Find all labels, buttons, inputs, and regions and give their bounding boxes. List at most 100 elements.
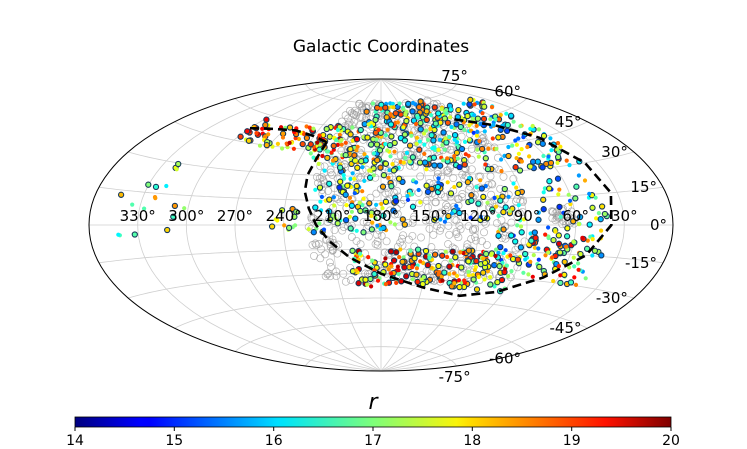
object-marker xyxy=(415,104,423,111)
footprint-marker xyxy=(399,231,408,240)
colorbar-tick-label: 14 xyxy=(66,433,84,449)
object-marker xyxy=(495,134,502,141)
footprint-marker xyxy=(332,272,341,281)
object-marker xyxy=(312,204,319,211)
object-marker xyxy=(326,133,333,140)
object-marker xyxy=(480,115,488,123)
object-marker xyxy=(436,176,441,181)
object-marker xyxy=(532,245,538,250)
footprint-marker xyxy=(480,228,488,237)
object-marker xyxy=(366,200,373,207)
colorbar-tick-label: 15 xyxy=(165,433,183,449)
object-marker xyxy=(570,218,577,225)
object-marker xyxy=(401,255,406,260)
object-marker xyxy=(482,155,489,162)
object-marker xyxy=(470,276,477,283)
footprint-marker xyxy=(486,172,495,181)
footprint-marker xyxy=(518,198,527,207)
object-marker xyxy=(442,147,447,152)
object-marker xyxy=(329,150,334,155)
object-marker xyxy=(481,103,488,110)
footprint-marker xyxy=(443,166,452,175)
object-marker xyxy=(376,147,384,154)
object-marker xyxy=(509,269,514,274)
footprint-marker xyxy=(443,203,452,211)
object-marker xyxy=(416,159,424,166)
object-marker xyxy=(484,215,491,222)
object-marker xyxy=(518,229,525,236)
object-marker xyxy=(424,188,432,196)
object-marker xyxy=(448,283,455,290)
longitude-tick-label: 270° xyxy=(217,207,253,225)
sky-map xyxy=(88,78,674,372)
object-marker xyxy=(452,184,457,190)
object-marker xyxy=(522,250,529,258)
footprint-marker xyxy=(351,106,359,115)
footprint-marker xyxy=(408,219,417,227)
object-marker xyxy=(390,257,398,264)
object-marker xyxy=(577,250,584,258)
object-marker xyxy=(423,128,429,133)
object-marker xyxy=(336,184,343,191)
latitude-tick-label: -45° xyxy=(550,319,582,337)
object-marker xyxy=(507,112,515,119)
object-marker xyxy=(362,178,367,183)
object-marker xyxy=(401,137,409,144)
object-marker xyxy=(339,137,344,143)
object-marker xyxy=(423,182,430,189)
object-marker xyxy=(521,270,526,275)
object-marker xyxy=(280,146,285,151)
object-marker xyxy=(319,194,324,199)
object-marker xyxy=(342,191,349,198)
footprint-marker xyxy=(441,205,450,214)
object-marker xyxy=(511,119,516,124)
object-marker xyxy=(440,142,445,148)
object-marker xyxy=(599,228,604,233)
object-marker xyxy=(361,196,366,201)
object-marker xyxy=(467,137,472,142)
object-marker xyxy=(470,116,475,121)
object-marker xyxy=(307,141,314,148)
object-marker xyxy=(311,155,316,160)
object-marker xyxy=(401,160,406,165)
object-marker xyxy=(321,227,327,232)
object-marker xyxy=(519,159,525,164)
object-marker xyxy=(385,127,390,132)
object-marker xyxy=(152,183,160,191)
object-marker xyxy=(425,137,431,142)
object-marker xyxy=(503,248,508,253)
object-marker xyxy=(428,132,435,139)
longitude-tick-label: 300° xyxy=(168,207,204,225)
object-marker xyxy=(388,133,395,140)
object-marker xyxy=(302,132,307,137)
object-marker xyxy=(394,280,399,285)
object-marker xyxy=(541,153,546,159)
object-marker xyxy=(505,152,512,160)
object-marker xyxy=(362,276,369,283)
footprint-marker xyxy=(512,197,520,206)
object-marker xyxy=(474,115,482,122)
object-marker xyxy=(353,158,358,163)
latitude-tick-label: -15° xyxy=(625,254,657,272)
object-marker xyxy=(512,164,519,171)
object-marker xyxy=(496,213,501,218)
colorbar-tick-label: 18 xyxy=(463,433,481,449)
object-marker xyxy=(432,145,437,150)
object-marker xyxy=(561,210,566,215)
object-marker xyxy=(440,129,447,136)
footprint-marker xyxy=(339,223,348,231)
object-marker xyxy=(557,187,562,192)
footprint-marker xyxy=(373,240,382,249)
footprint-marker xyxy=(315,174,324,183)
object-marker xyxy=(370,220,375,225)
footprint-marker xyxy=(507,218,516,227)
object-marker xyxy=(564,225,571,232)
footprint-marker xyxy=(397,200,406,208)
object-marker xyxy=(379,201,384,206)
footprint-marker xyxy=(393,209,402,218)
object-marker xyxy=(382,104,389,111)
footprint-marker xyxy=(452,229,461,238)
object-marker xyxy=(354,268,359,273)
object-marker xyxy=(383,256,388,261)
object-markers xyxy=(116,96,610,295)
